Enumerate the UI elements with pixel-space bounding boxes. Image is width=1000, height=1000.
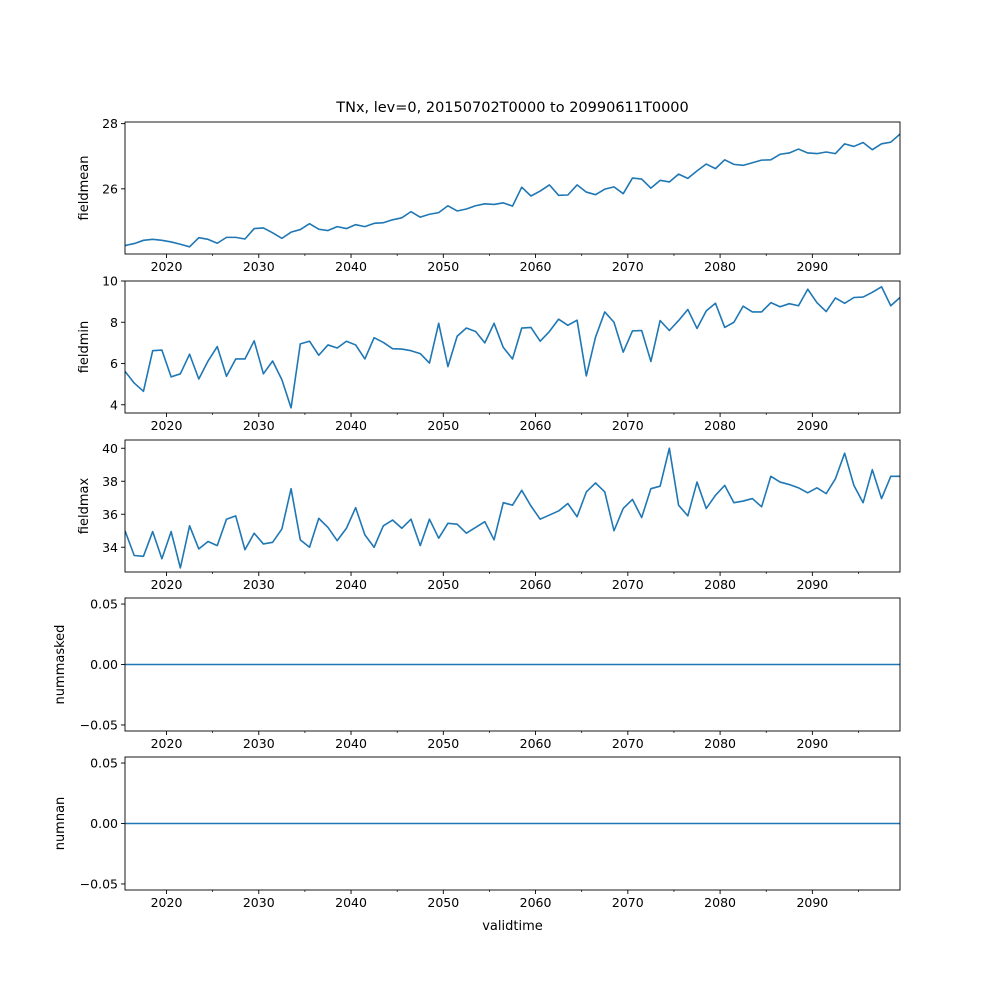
x-tick-label: 2050 xyxy=(427,577,459,592)
x-tick-label: 2090 xyxy=(796,577,828,592)
x-tick-label: 2060 xyxy=(520,418,552,433)
x-tick-label: 2080 xyxy=(704,577,736,592)
series-line-fieldmin xyxy=(125,285,900,409)
x-tick-label: 2040 xyxy=(335,736,367,751)
x-tick-label: 2050 xyxy=(427,418,459,433)
x-tick-label: 2090 xyxy=(796,259,828,274)
axes-frame xyxy=(124,439,901,573)
y-tick-label: 38 xyxy=(102,474,118,489)
x-tick-label: 2080 xyxy=(704,895,736,910)
x-tick-label: 2040 xyxy=(335,259,367,274)
y-tick-label: 10 xyxy=(102,274,118,289)
x-tick-label: 2050 xyxy=(427,736,459,751)
x-tick-label: 2070 xyxy=(612,577,644,592)
axes-frame xyxy=(124,280,901,414)
x-axis-label: validtime xyxy=(482,919,543,934)
y-tick-label: 0.05 xyxy=(90,756,118,771)
x-tick-label: 2090 xyxy=(796,418,828,433)
axes-frame xyxy=(124,121,901,255)
series-line-fieldmax xyxy=(125,447,900,569)
x-tick-label: 2080 xyxy=(704,259,736,274)
panel-nummasked: −0.05 0.00 0.05 2020 2030 2040 2050 2060 2070 208… xyxy=(53,597,901,751)
x-tick-label: 2080 xyxy=(704,418,736,433)
x-tick-label: 2030 xyxy=(243,259,275,274)
x-tick-label: 2060 xyxy=(520,736,552,751)
x-tick-label: 2030 xyxy=(243,736,275,751)
y-tick-label: 34 xyxy=(102,540,118,555)
x-tick-label: 2080 xyxy=(704,736,736,751)
x-tick-label: 2030 xyxy=(243,418,275,433)
x-tick-label: 2020 xyxy=(151,895,183,910)
y-tick-label: 0.00 xyxy=(90,657,118,672)
panel-fieldmax: 34 36 38 40 2020 2030 2040 2050 2060 2070 2080 2090… xyxy=(77,439,901,592)
y-tick-label: 40 xyxy=(102,441,118,456)
y-axis-label: numnan xyxy=(53,797,68,851)
subplots: 26 28 2020 2030 2040 2050 2060 2070 2080 2090 fiel… xyxy=(53,116,901,910)
y-tick-label: 0.00 xyxy=(90,816,118,831)
x-tick-label: 2060 xyxy=(520,577,552,592)
y-tick-label: 6 xyxy=(110,356,118,371)
x-tick-label: 2090 xyxy=(796,895,828,910)
x-tick-label: 2060 xyxy=(520,895,552,910)
y-tick-label: 8 xyxy=(110,315,118,330)
x-tick-label: 2020 xyxy=(151,418,183,433)
x-tick-label: 2040 xyxy=(335,577,367,592)
x-tick-label: 2040 xyxy=(335,895,367,910)
x-tick-label: 2060 xyxy=(520,259,552,274)
panel-fieldmin: 4 6 8 10 2020 2030 2040 2050 2060 2070 2080 2090 fie… xyxy=(77,274,901,433)
x-tick-label: 2040 xyxy=(335,418,367,433)
y-tick-label: 4 xyxy=(110,397,118,412)
x-tick-label: 2070 xyxy=(612,418,644,433)
x-tick-label: 2030 xyxy=(243,895,275,910)
y-tick-label: −0.05 xyxy=(80,876,118,891)
x-tick-label: 2030 xyxy=(243,577,275,592)
x-tick-label: 2020 xyxy=(151,736,183,751)
x-tick-label: 2050 xyxy=(427,895,459,910)
series-line-fieldmean xyxy=(125,133,900,248)
x-tick-label: 2070 xyxy=(612,259,644,274)
x-tick-label: 2020 xyxy=(151,259,183,274)
panel-fieldmean: 26 28 2020 2030 2040 2050 2060 2070 2080 2090 fiel… xyxy=(77,116,901,274)
y-axis-label: nummasked xyxy=(53,625,68,705)
y-tick-label: −0.05 xyxy=(80,717,118,732)
y-axis-label: fieldmin xyxy=(77,321,92,374)
y-axis-label: fieldmax xyxy=(77,478,92,535)
x-tick-label: 2070 xyxy=(612,736,644,751)
y-tick-label: 36 xyxy=(102,507,118,522)
y-axis-label: fieldmean xyxy=(77,156,92,221)
figure-title: TNx, lev=0, 20150702T0000 to 20990611T00… xyxy=(335,100,689,116)
x-tick-label: 2050 xyxy=(427,259,459,274)
panel-numnan: −0.05 0.00 0.05 2020 2030 2040 2050 2060 2070 208… xyxy=(53,756,901,910)
x-tick-label: 2070 xyxy=(612,895,644,910)
x-tick-label: 2020 xyxy=(151,577,183,592)
x-tick-label: 2090 xyxy=(796,736,828,751)
y-tick-label: 0.05 xyxy=(90,597,118,612)
y-tick-label: 28 xyxy=(102,116,118,131)
y-tick-label: 26 xyxy=(102,181,118,196)
